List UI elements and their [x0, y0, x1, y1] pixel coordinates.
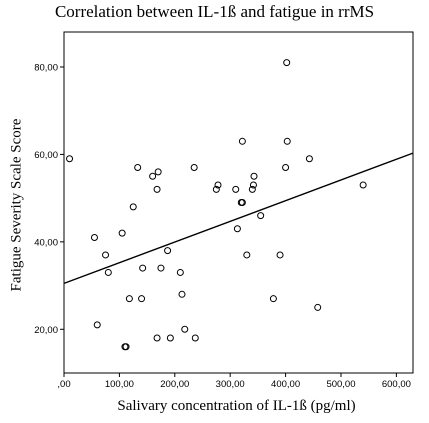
- data-point: [283, 59, 291, 67]
- y-tick-label: 20,00: [34, 325, 58, 336]
- data-point: [138, 295, 146, 303]
- data-point: [93, 321, 101, 329]
- y-tick-label: 60,00: [34, 150, 58, 161]
- data-point: [134, 164, 142, 172]
- x-tick-label: 500,00: [326, 379, 355, 390]
- data-point: [243, 251, 251, 259]
- fit-line-layer: [63, 152, 414, 285]
- data-point: [154, 168, 162, 176]
- data-point: [257, 212, 265, 220]
- data-point: [139, 264, 147, 272]
- data-point: [269, 295, 277, 303]
- regression-line: [63, 152, 414, 285]
- x-tick-label: 200,00: [160, 379, 189, 390]
- data-point: [166, 334, 174, 342]
- data-point: [157, 264, 165, 272]
- data-point: [191, 334, 199, 342]
- data-point: [248, 185, 256, 193]
- data-point: [238, 199, 246, 206]
- ticks-layer: ,00 100,00 200,00 300,00 400,00 500,00 600,00 2…: [34, 62, 411, 390]
- data-point: [212, 185, 220, 193]
- x-tick-label: 400,00: [271, 379, 300, 390]
- data-point: [314, 303, 322, 311]
- y-tick-label: 80,00: [34, 62, 58, 73]
- data-point: [181, 325, 189, 333]
- x-tick-label: 300,00: [216, 379, 245, 390]
- data-point: [214, 181, 222, 189]
- data-point: [66, 155, 74, 163]
- data-point: [305, 155, 313, 163]
- x-tick-label: ,00: [57, 379, 70, 390]
- data-point: [176, 268, 184, 276]
- data-point: [178, 290, 186, 298]
- data-point: [153, 334, 161, 342]
- data-point: [359, 181, 367, 189]
- data-point: [276, 251, 284, 259]
- data-point: [153, 185, 161, 193]
- data-point: [90, 233, 98, 241]
- data-point: [164, 247, 172, 255]
- data-point: [282, 164, 290, 172]
- data-point: [102, 251, 110, 259]
- data-point: [129, 203, 137, 211]
- points-layer: [66, 59, 367, 351]
- chart-title: Correlation between IL-1ß and fatigue in…: [54, 2, 375, 21]
- y-tick-label: 40,00: [34, 237, 58, 248]
- data-point: [249, 181, 257, 189]
- x-axis-label: Salivary concentration of IL-1ß (pg/ml): [117, 398, 356, 414]
- data-point: [118, 229, 126, 237]
- x-tick-label: 600,00: [382, 379, 411, 390]
- data-point: [238, 137, 246, 145]
- data-point: [190, 164, 198, 172]
- data-point: [104, 268, 112, 276]
- data-point: [232, 185, 240, 193]
- data-point: [149, 172, 157, 180]
- data-point: [122, 343, 130, 351]
- data-point: [250, 172, 258, 180]
- data-point: [283, 137, 291, 145]
- data-point: [233, 225, 241, 233]
- data-point: [125, 295, 133, 303]
- x-tick-label: 100,00: [105, 379, 134, 390]
